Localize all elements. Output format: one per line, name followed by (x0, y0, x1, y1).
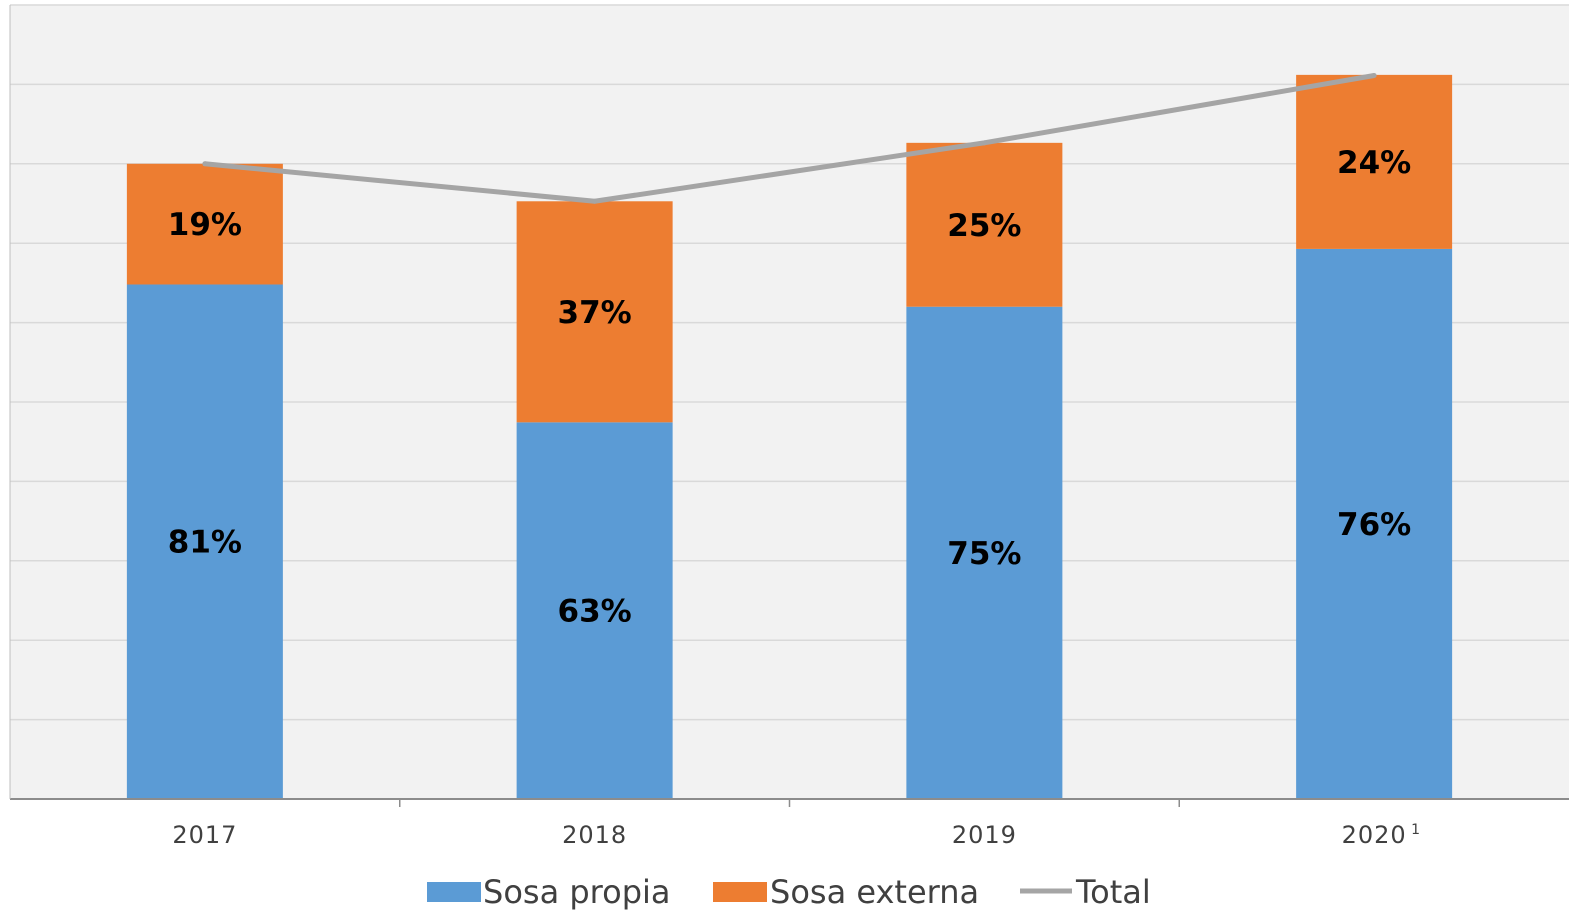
total-point-2019 (981, 140, 987, 146)
data-label-sosa-externa-2019: 25% (947, 208, 1021, 244)
bar-sosa-propia-2017 (126, 284, 283, 799)
x-tick-label-2017: 2017 (172, 821, 237, 849)
data-label-sosa-propia-2018: 63% (558, 594, 632, 630)
legend-label-total: Total (1075, 873, 1151, 911)
total-line (204, 73, 1375, 204)
data-label-sosa-propia-2019: 75% (947, 536, 1021, 572)
data-label-sosa-propia-2020: 76% (1337, 507, 1411, 543)
legend: Sosa propia Sosa externa Total (427, 873, 1151, 911)
bar-sosa-externa-2018 (516, 201, 673, 423)
bar-sosa-propia-2018 (516, 422, 673, 799)
data-label-sosa-externa-2017: 19% (168, 207, 242, 243)
legend-label-sosa-externa: Sosa externa (770, 873, 979, 911)
data-labels: 81% 19% 63% 37% 75% 25% 76% 24% (168, 145, 1411, 630)
x-tick-label-2019: 2019 (952, 821, 1017, 849)
x-tick-label-2018: 2018 (562, 821, 627, 849)
data-label-sosa-propia-2017: 81% (168, 525, 242, 561)
bars (126, 74, 1453, 799)
total-point-2018 (592, 198, 598, 204)
total-line-layer (202, 73, 1377, 204)
data-label-sosa-externa-2018: 37% (558, 295, 632, 331)
bar-sosa-externa-2017 (126, 163, 283, 285)
bar-sosa-propia-2019 (906, 306, 1063, 799)
x-axis-ticks: 2017 2018 2019 2020 1 (172, 799, 1420, 849)
bar-sosa-externa-2019 (906, 142, 1063, 307)
total-point-2017 (202, 161, 208, 167)
legend-swatch-sosa-propia (427, 882, 481, 902)
x-tick-footnote-marker: 1 (1411, 822, 1420, 838)
bar-sosa-propia-2020 (1296, 248, 1453, 799)
bar-sosa-externa-2020 (1296, 74, 1453, 249)
legend-swatch-sosa-externa (713, 882, 767, 902)
x-tick-label-2020: 2020 (1342, 821, 1407, 849)
data-label-sosa-externa-2020: 24% (1337, 145, 1411, 181)
total-point-2020 (1371, 73, 1377, 79)
legend-label-sosa-propia: Sosa propia (483, 873, 671, 911)
